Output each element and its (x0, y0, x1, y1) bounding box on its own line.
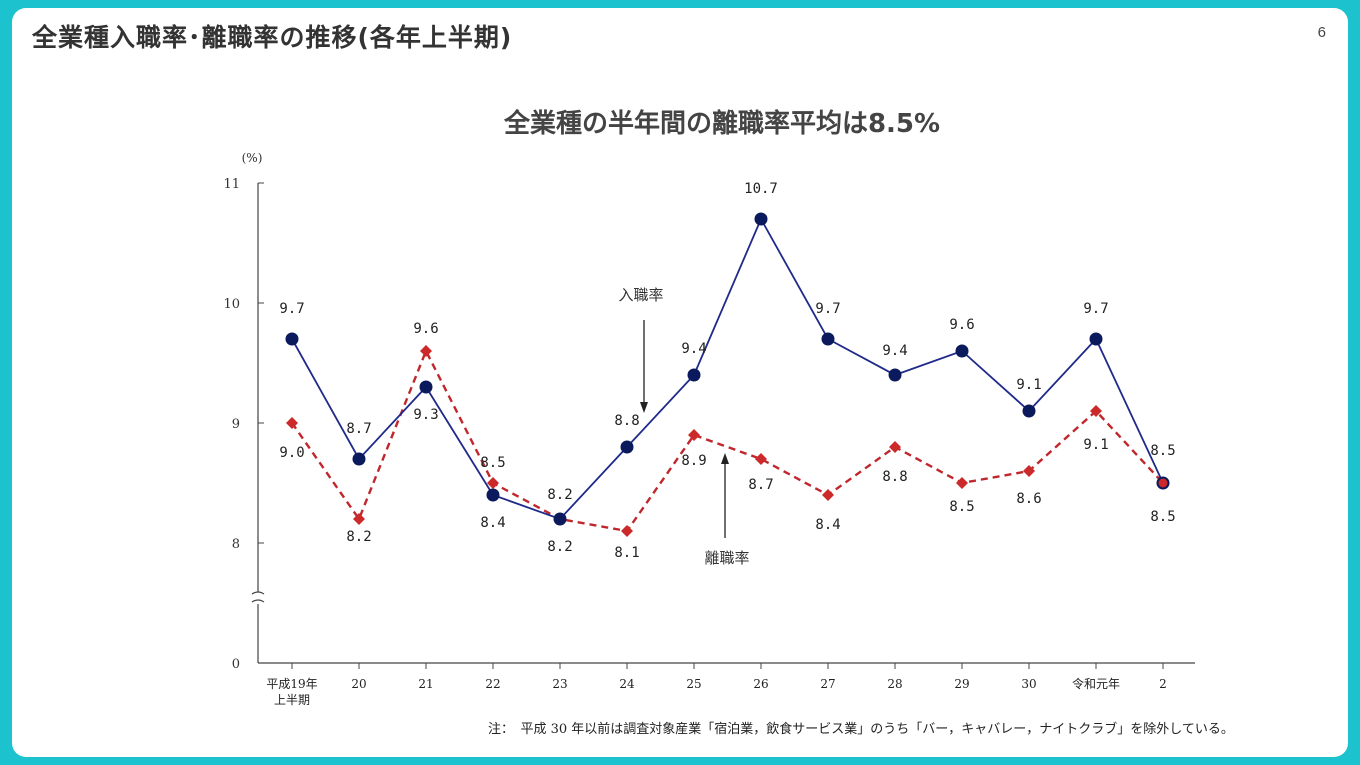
hire-rate-label: 9.6 (949, 317, 974, 333)
x-tick-label: 平成19年 (266, 677, 317, 691)
x-tick-label: 23 (552, 677, 567, 691)
separation-rate-point (353, 513, 365, 525)
separation-rate-label: 8.5 (480, 455, 505, 471)
y-tick-label: 11 (223, 177, 240, 192)
separation-rate-point (621, 525, 633, 537)
separation-rate-point (688, 429, 700, 441)
x-tick-label: 令和元年 (1072, 676, 1120, 691)
hire-rate-label: 9.7 (1083, 301, 1108, 317)
hire-rate-point (285, 332, 299, 346)
x-tick-label: 2 (1159, 677, 1167, 691)
separation-rate-point (487, 477, 499, 489)
separation-rate-point (822, 489, 834, 501)
separation-rate-label: 9.6 (413, 321, 438, 337)
y-tick-label: 8 (232, 537, 240, 552)
hire-rate-point (1089, 332, 1103, 346)
separation-rate-point-overlap (1158, 478, 1168, 488)
separation-rate-label: 8.2 (547, 539, 572, 555)
separation-rate-point (755, 453, 767, 465)
hire-rate-label: 8.2 (547, 487, 572, 503)
separation-rate-label: 8.6 (1016, 491, 1041, 507)
x-tick-label: 26 (753, 677, 768, 691)
hire-rate-point (352, 452, 366, 466)
y-tick-label: 9 (232, 417, 240, 432)
hire-rate-point (553, 512, 567, 526)
hire-rate-point (955, 344, 969, 358)
hire-rate-point (1022, 404, 1036, 418)
separation-rate-point (1090, 405, 1102, 417)
annotation-separation-rate: 離職率 (704, 549, 749, 567)
page-number: 6 (1317, 24, 1326, 41)
hire-rate-label: 8.7 (346, 421, 371, 437)
separation-rate-label: 8.5 (1150, 509, 1175, 525)
series-line-hire-rate (291, 216, 1164, 521)
arrow-separation-rate-head (721, 453, 729, 464)
series-line-separation-rate (291, 348, 1164, 533)
separation-rate-point (1023, 465, 1035, 477)
hire-rate-point (888, 368, 902, 382)
footnote: 注： 平成 30 年以前は調査対象産業「宿泊業，飲食サービス業」のうち「バー，キ… (488, 722, 1234, 737)
y-tick-label: 10 (223, 297, 240, 312)
separation-rate-label: 8.4 (815, 517, 840, 533)
x-tick-label: 22 (485, 677, 500, 691)
x-tick-label: 29 (954, 677, 969, 691)
separation-rate-label: 9.1 (1083, 437, 1108, 453)
x-tick-label: 上半期 (274, 693, 310, 707)
hire-rate-point (486, 488, 500, 502)
separation-rate-label: 9.0 (279, 445, 304, 461)
separation-rate-point (420, 345, 432, 357)
x-tick-label: 25 (686, 677, 701, 691)
separation-rate-point (956, 477, 968, 489)
slide-title: 全業種入職率･離職率の推移(各年上半期) (32, 23, 513, 52)
hire-rate-label: 9.4 (681, 341, 706, 357)
chart-title: 全業種の半年間の離職率平均は8.5% (503, 108, 940, 139)
separation-rate-label: 8.1 (614, 545, 639, 561)
hire-rate-label: 8.8 (614, 413, 639, 429)
x-tick-label: 24 (619, 677, 635, 691)
hire-rate-label: 8.5 (1150, 443, 1175, 459)
separation-rate-point (889, 441, 901, 453)
x-tick-label: 30 (1021, 677, 1036, 691)
separation-rate-label: 8.8 (882, 469, 907, 485)
hire-rate-point (419, 380, 433, 394)
x-tick-label: 20 (351, 677, 366, 691)
hire-rate-point (687, 368, 701, 382)
separation-rate-label: 8.5 (949, 499, 974, 515)
hire-rate-label: 9.1 (1016, 377, 1041, 393)
separation-rate-point (286, 417, 298, 429)
separation-rate-label: 8.9 (681, 453, 706, 469)
hire-rate-label: 9.7 (815, 301, 840, 317)
hire-rate-label: 9.7 (279, 301, 304, 317)
hire-rate-point (620, 440, 634, 454)
hire-rate-point (821, 332, 835, 346)
separation-rate-label: 8.2 (346, 529, 371, 545)
hire-rate-label: 10.7 (744, 181, 778, 197)
separation-rate-label: 8.7 (748, 477, 773, 493)
x-tick-label: 28 (887, 677, 902, 691)
hire-rate-label: 9.4 (882, 343, 907, 359)
x-tick-label: 27 (820, 677, 835, 691)
hire-rate-point (754, 212, 768, 226)
axis-break-mark-upper (251, 591, 265, 595)
y-axis-unit: (%) (242, 151, 263, 165)
y-tick-label: 0 (232, 657, 240, 672)
x-tick-label: 21 (418, 677, 433, 691)
hire-rate-label: 9.3 (413, 407, 438, 423)
hire-rate-label: 8.4 (480, 515, 505, 531)
arrow-hire-rate-head (640, 402, 648, 413)
slide: 全業種入職率･離職率の推移(各年上半期) 6 (12, 8, 1348, 757)
annotation-hire-rate: 入職率 (618, 286, 663, 304)
axis-break-mark-lower (251, 599, 265, 603)
